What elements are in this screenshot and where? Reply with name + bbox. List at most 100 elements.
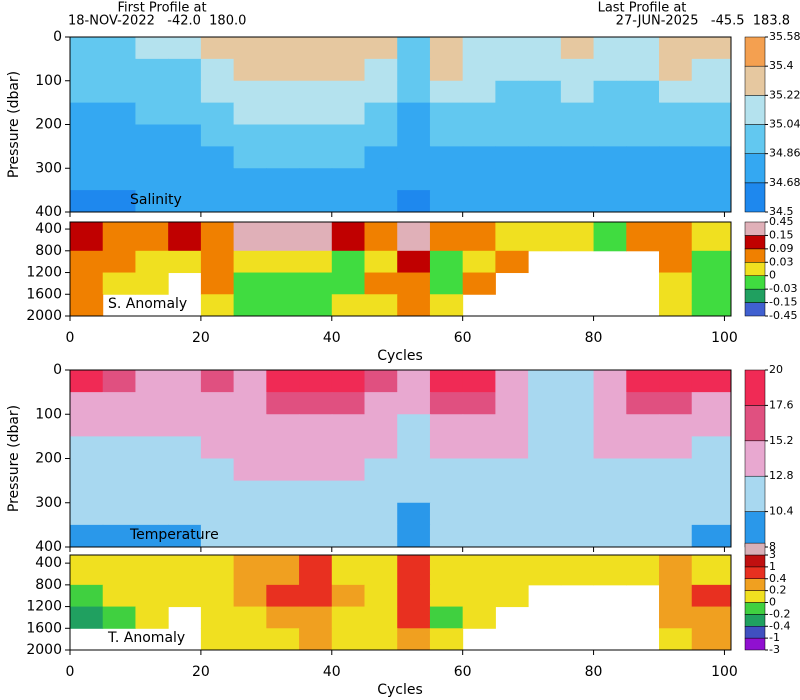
y-tick-label: 400	[35, 204, 62, 220]
heatmap-cell	[168, 58, 202, 82]
heatmap-cell	[102, 414, 136, 437]
heatmap-cell	[659, 584, 693, 608]
heatmap-cell	[266, 58, 300, 82]
heatmap-cell	[429, 80, 464, 104]
colorbar-label: 0.09	[769, 242, 794, 255]
heatmap-cell	[429, 458, 464, 482]
heatmap-cell	[462, 524, 496, 548]
heatmap-cell	[331, 146, 366, 169]
heatmap-cell	[659, 294, 693, 317]
heatmap-cell	[102, 584, 136, 608]
y-tick-label: 100	[35, 73, 62, 89]
heatmap-cell	[626, 168, 660, 191]
heatmap-cell	[168, 168, 202, 191]
heatmap-cell	[70, 272, 104, 295]
heatmap-cell	[135, 272, 169, 295]
heatmap-cell	[299, 414, 333, 437]
heatmap-cell	[691, 436, 732, 459]
y-tick-label: 2000	[26, 308, 62, 324]
y-tick-label: 800	[35, 577, 62, 593]
heatmap-cell	[626, 370, 660, 393]
heatmap-cell	[233, 584, 267, 608]
heatmap-cell	[528, 80, 562, 104]
heatmap-cell	[299, 524, 333, 548]
heatmap-cell	[364, 146, 398, 169]
heatmap-cell	[135, 370, 169, 393]
heatmap-cell	[593, 436, 627, 459]
heatmap-cell	[626, 436, 660, 459]
heatmap-cell	[659, 124, 693, 147]
heatmap-cell	[659, 102, 693, 125]
heatmap-cell	[233, 58, 267, 82]
heatmap-cell	[299, 146, 333, 169]
y-tick-label: 200	[35, 117, 62, 133]
colorbar-band	[744, 288, 766, 303]
heatmap-cell	[528, 502, 562, 526]
colorbar-band	[744, 182, 766, 213]
heatmap-cell	[200, 555, 235, 586]
heatmap-cell	[331, 168, 366, 191]
heatmap-cell	[168, 584, 202, 608]
heatmap-cell	[200, 524, 235, 548]
heatmap-cell	[200, 222, 235, 252]
heatmap-cell	[691, 222, 732, 252]
first-profile-info: 18-NOV-2022 -42.0 180.0	[68, 14, 246, 29]
heatmap-cell	[266, 190, 300, 213]
heatmap-cell	[626, 124, 660, 147]
heatmap-cell	[626, 146, 660, 169]
heatmap-cell	[691, 102, 732, 125]
heatmap-cell	[266, 502, 300, 526]
heatmap-cell	[462, 190, 496, 213]
heatmap-cell	[233, 392, 267, 415]
colorbar-band	[744, 511, 766, 548]
heatmap-cell	[593, 555, 627, 586]
y-tick-label: 1200	[26, 265, 62, 281]
heatmap-cell	[462, 58, 496, 82]
heatmap-cell	[560, 458, 595, 482]
heatmap-cell	[364, 414, 398, 437]
heatmap-cell	[266, 80, 300, 104]
heatmap-cell	[593, 370, 627, 393]
heatmap-cell	[364, 168, 398, 191]
heatmap-cell	[528, 190, 562, 213]
heatmap-cell	[331, 584, 366, 608]
heatmap-cell	[429, 555, 464, 586]
heatmap-cell	[593, 392, 627, 415]
heatmap-cell	[560, 414, 595, 437]
heatmap-cell	[70, 168, 104, 191]
heatmap-cell	[168, 102, 202, 125]
heatmap-cell	[626, 524, 660, 548]
heatmap-cell	[593, 502, 627, 526]
heatmap-cell	[691, 58, 732, 82]
colorbar-band	[744, 262, 766, 276]
heatmap-cell	[593, 524, 627, 548]
y-tick-label: 1200	[26, 599, 62, 615]
heatmap-cell	[331, 124, 366, 147]
colorbar-label: -1	[769, 631, 780, 644]
heatmap-cell	[266, 524, 300, 548]
heatmap-cell	[331, 294, 366, 317]
heatmap-cell	[168, 146, 202, 169]
heatmap-cell	[626, 190, 660, 213]
heatmap-cell	[70, 458, 104, 482]
heatmap-cell	[233, 37, 267, 60]
heatmap-cell	[102, 458, 136, 482]
heatmap-cell	[593, 480, 627, 504]
heatmap-cell	[691, 606, 732, 629]
heatmap-cell	[331, 37, 366, 60]
heatmap-cell	[397, 294, 431, 317]
heatmap-cell	[233, 124, 267, 147]
heatmap-cell	[691, 480, 732, 504]
heatmap-cell	[397, 584, 431, 608]
heatmap-cell	[495, 168, 529, 191]
colorbar-band	[744, 95, 766, 125]
heatmap-cell	[168, 480, 202, 504]
heatmap-cell	[233, 102, 267, 125]
heatmap-cell	[495, 80, 529, 104]
heatmap-cell	[331, 102, 366, 125]
heatmap-cell	[135, 414, 169, 437]
heatmap-cell	[462, 480, 496, 504]
heatmap-cell	[70, 58, 104, 82]
heatmap-cell	[593, 124, 627, 147]
heatmap-cell	[495, 480, 529, 504]
